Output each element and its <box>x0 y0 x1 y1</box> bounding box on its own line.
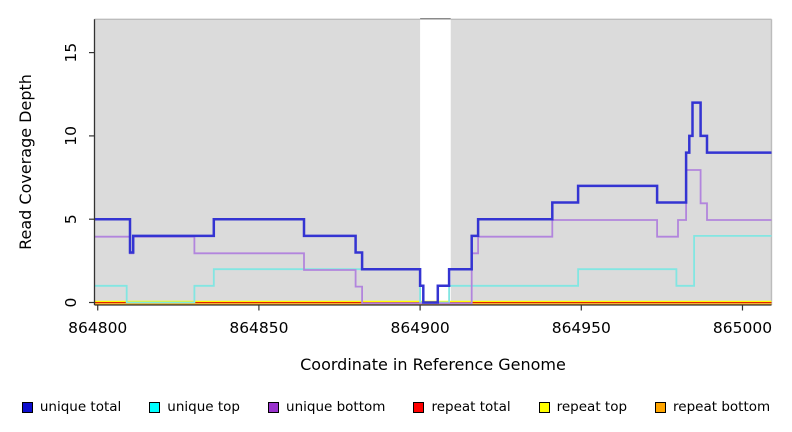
legend-item-repeat-bottom: repeat bottom <box>655 399 770 415</box>
legend-label: unique bottom <box>286 399 386 415</box>
x-tick-label: 865000 <box>713 319 772 337</box>
legend-label: unique total <box>39 399 122 415</box>
masked-region <box>420 18 451 303</box>
x-tick-label: 864900 <box>391 319 450 337</box>
legend: unique total unique top unique bottom repea… <box>0 399 792 415</box>
y-tick-label: 15 <box>62 43 80 63</box>
legend-label: repeat top <box>556 399 628 415</box>
legend-label: repeat bottom <box>673 399 771 415</box>
x-tick-label: 864950 <box>552 319 611 337</box>
series-unique-total <box>94 101 772 304</box>
legend-swatch <box>149 401 161 413</box>
legend-item-unique-top: unique top <box>149 399 240 415</box>
y-axis-label: Read Coverage Depth <box>16 74 35 250</box>
y-tick-label: 10 <box>62 126 80 146</box>
x-tick-label: 864800 <box>68 319 127 337</box>
legend-item-unique-total: unique total <box>21 399 122 415</box>
legend-swatch <box>413 401 425 413</box>
x-axis-label: Coordinate in Reference Genome <box>300 355 566 374</box>
legend-swatch <box>21 401 33 413</box>
x-tick-label: 864850 <box>229 319 288 337</box>
legend-swatch <box>538 401 550 413</box>
plot-area: 864800 864850 864900 864950 865000 0 5 10 15 <box>62 18 773 337</box>
legend-swatch <box>655 401 667 413</box>
legend-swatch <box>268 401 280 413</box>
legend-item-repeat-total: repeat total <box>413 399 511 415</box>
legend-label: repeat total <box>431 399 511 415</box>
y-tick-label: 0 <box>62 298 80 308</box>
y-tick-label: 5 <box>62 214 80 224</box>
legend-item-unique-bottom: unique bottom <box>268 399 385 415</box>
legend-item-repeat-top: repeat top <box>538 399 628 415</box>
coverage-chart: 864800 864850 864900 864950 865000 0 5 10 15 Coo… <box>16 18 773 374</box>
legend-label: unique top <box>167 399 241 415</box>
